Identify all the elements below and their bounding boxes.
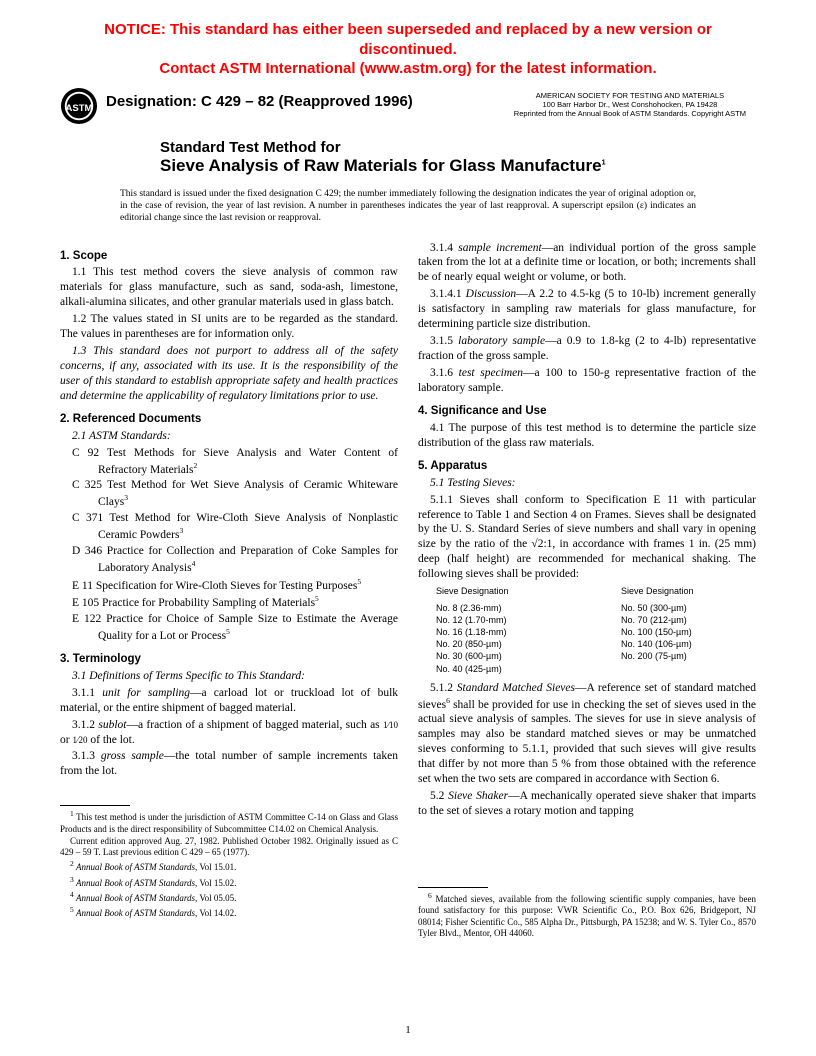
sieve-head-2: Sieve Designation [621, 586, 756, 598]
section-4-head: 4. Significance and Use [418, 404, 756, 419]
footnote: Current edition approved Aug. 27, 1982. … [60, 836, 398, 859]
reference-item: C 371 Test Method for Wire-Cloth Sieve A… [72, 511, 398, 543]
notice-line2: Contact ASTM International (www.astm.org… [159, 60, 656, 77]
footnote-rule [60, 805, 130, 806]
svg-text:ASTM: ASTM [66, 102, 93, 113]
footnote-6: 6 Matched sieves, available from the fol… [418, 891, 756, 939]
left-column: 1. Scope 1.1 This test method covers the… [60, 241, 398, 940]
section-2-head: 2. Referenced Documents [60, 412, 398, 427]
sieve-row: No. 20 (850-µm) [436, 638, 571, 650]
reference-item: D 346 Practice for Collection and Prepar… [72, 544, 398, 576]
sieve-row: No. 40 (425-µm) [436, 663, 571, 675]
society-info: AMERICAN SOCIETY FOR TESTING AND MATERIA… [514, 91, 746, 119]
footnote-rule-right [418, 887, 488, 888]
sieve-col-right: Sieve Designation No. 50 (300-µm)No. 70 … [621, 586, 756, 675]
para-5-1-2: 5.1.2 Standard Matched Sieves—A referenc… [418, 681, 756, 787]
main-title: Standard Test Method for Sieve Analysis … [160, 139, 756, 176]
para-1-2: 1.2 The values stated in SI units are to… [60, 312, 398, 342]
right-footnotes: 6 Matched sieves, available from the fol… [418, 891, 756, 939]
issue-note: This standard is issued under the fixed … [120, 188, 696, 225]
reference-item: C 325 Test Method for Wet Sieve Analysis… [72, 478, 398, 510]
para-4-1: 4.1 The purpose of this test method is t… [418, 421, 756, 451]
reference-item: E 122 Practice for Choice of Sample Size… [72, 612, 398, 644]
footnote: 1 This test method is under the jurisdic… [60, 809, 398, 835]
para-5-1: 5.1 Testing Sieves: [418, 476, 756, 491]
page-number: 1 [0, 1024, 816, 1036]
sieve-row: No. 140 (106-µm) [621, 638, 756, 650]
sieve-table: Sieve Designation No. 8 (2.36-mm)No. 12 … [436, 586, 756, 675]
section-3-head: 3. Terminology [60, 652, 398, 667]
para-3-1-1: 3.1.1 unit for sampling—a carload lot or… [60, 686, 398, 716]
sieve-row: No. 8 (2.36-mm) [436, 602, 571, 614]
para-1-1: 1.1 This test method covers the sieve an… [60, 265, 398, 310]
sieve-row: No. 16 (1.18-mm) [436, 626, 571, 638]
para-1-3: 1.3 This standard does not purport to ad… [60, 344, 398, 404]
para-3-1-3: 3.1.3 gross sample—the total number of s… [60, 749, 398, 779]
notice-line1: NOTICE: This standard has either been su… [104, 21, 712, 58]
notice-banner: NOTICE: This standard has either been su… [60, 20, 756, 79]
reference-item: C 92 Test Methods for Sieve Analysis and… [72, 446, 398, 478]
reference-item: E 105 Practice for Probability Sampling … [72, 594, 398, 611]
title-line2: Sieve Analysis of Raw Materials for Glas… [160, 156, 756, 176]
para-3-1-4: 3.1.4 sample increment—an individual por… [418, 241, 756, 286]
sieve-row: No. 12 (1.70-mm) [436, 614, 571, 626]
society-line3: Reprinted from the Annual Book of ASTM S… [514, 109, 746, 118]
footnote: 5 Annual Book of ASTM Standards, Vol 14.… [60, 905, 398, 919]
footnote: 2 Annual Book of ASTM Standards, Vol 15.… [60, 859, 398, 873]
sieve-row: No. 50 (300-µm) [621, 602, 756, 614]
para-5-1-1: 5.1.1 Sieves shall conform to Specificat… [418, 493, 756, 583]
references-list: C 92 Test Methods for Sieve Analysis and… [60, 446, 398, 644]
sieve-col-left: Sieve Designation No. 8 (2.36-mm)No. 12 … [436, 586, 571, 675]
left-footnotes: 1 This test method is under the jurisdic… [60, 809, 398, 919]
para-3-1: 3.1 Definitions of Terms Specific to Thi… [60, 669, 398, 684]
right-column: 3.1.4 sample increment—an individual por… [418, 241, 756, 940]
footnote: 4 Annual Book of ASTM Standards, Vol 05.… [60, 890, 398, 904]
sieve-row: No. 70 (212-µm) [621, 614, 756, 626]
title-line1: Standard Test Method for [160, 139, 756, 156]
footnote: 3 Annual Book of ASTM Standards, Vol 15.… [60, 875, 398, 889]
designation-text: Designation: C 429 – 82 (Reapproved 1996… [106, 93, 413, 110]
society-line2: 100 Barr Harbor Dr., West Conshohocken, … [514, 100, 746, 109]
para-5-2: 5.2 Sieve Shaker—A mechanically operated… [418, 789, 756, 819]
para-3-1-2: 3.1.2 sublot—a fraction of a shipment of… [60, 718, 398, 748]
para-3-1-6: 3.1.6 test specimen—a 100 to 150-g repre… [418, 366, 756, 396]
section-5-head: 5. Apparatus [418, 459, 756, 474]
astm-logo-icon: ASTM [60, 87, 98, 125]
para-2-1: 2.1 ASTM Standards: [60, 429, 398, 444]
sieve-head-1: Sieve Designation [436, 586, 571, 598]
para-3-1-5: 3.1.5 laboratory sample—a 0.9 to 1.8-kg … [418, 334, 756, 364]
section-1-head: 1. Scope [60, 249, 398, 264]
para-3-1-4-1: 3.1.4.1 Discussion—A 2.2 to 4.5-kg (5 to… [418, 287, 756, 332]
society-line1: AMERICAN SOCIETY FOR TESTING AND MATERIA… [514, 91, 746, 100]
sieve-row: No. 200 (75-µm) [621, 650, 756, 662]
reference-item: E 11 Specification for Wire-Cloth Sieves… [72, 577, 398, 594]
sieve-row: No. 100 (150-µm) [621, 626, 756, 638]
sieve-row: No. 30 (600-µm) [436, 650, 571, 662]
header-row: ASTM Designation: C 429 – 82 (Reapproved… [60, 87, 756, 125]
body-columns: 1. Scope 1.1 This test method covers the… [60, 241, 756, 940]
